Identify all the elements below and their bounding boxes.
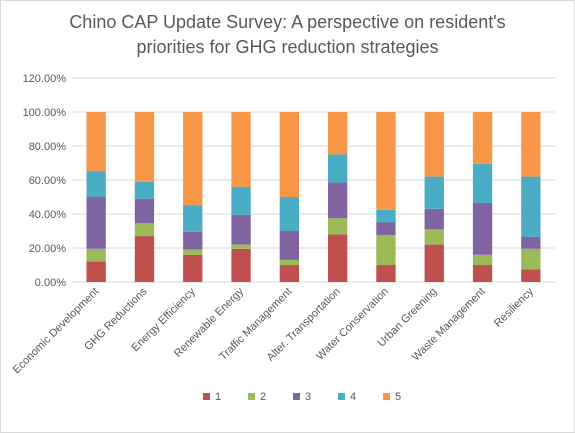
bar-segment-series-2 bbox=[424, 229, 444, 245]
bar-segment-series-3 bbox=[134, 198, 155, 224]
bar-segment-series-5 bbox=[279, 112, 300, 197]
y-tick-label: 40.00% bbox=[29, 209, 67, 221]
bar-segment-series-4 bbox=[424, 176, 444, 209]
bar-segment-series-4 bbox=[279, 197, 300, 231]
bars bbox=[86, 112, 541, 282]
bar-segment-series-4 bbox=[521, 176, 541, 237]
bar-segment-series-2 bbox=[86, 248, 106, 262]
y-tick-label: 100.00% bbox=[23, 107, 67, 119]
bar-segment-series-1 bbox=[376, 265, 396, 282]
x-tick-label: Economic Development bbox=[11, 286, 102, 377]
x-tick-label: Resiliency bbox=[492, 285, 536, 329]
legend-label-3: 3 bbox=[305, 391, 311, 403]
y-tick-label: 0.00% bbox=[35, 277, 66, 289]
y-tick-label: 20.00% bbox=[29, 243, 67, 255]
bar-segment-series-4 bbox=[472, 163, 493, 203]
y-tick-label: 120.00% bbox=[23, 73, 67, 85]
y-tick-label: 60.00% bbox=[29, 175, 67, 187]
legend-label-5: 5 bbox=[395, 391, 401, 403]
legend-label-2: 2 bbox=[260, 391, 266, 403]
bar-segment-series-3 bbox=[86, 197, 106, 249]
bar-segment-series-2 bbox=[279, 259, 300, 265]
bar-segment-series-4 bbox=[183, 205, 203, 232]
bar-segment-series-2 bbox=[231, 244, 251, 249]
bar-segment-series-3 bbox=[327, 182, 348, 219]
bar-segment-series-1 bbox=[472, 265, 493, 282]
bar-segment-series-5 bbox=[521, 112, 541, 177]
bar-segment-series-1 bbox=[279, 265, 300, 282]
legend-label-1: 1 bbox=[215, 391, 221, 403]
bar-segment-series-2 bbox=[183, 249, 203, 255]
bar-segment-series-2 bbox=[521, 248, 541, 270]
bar-segment-series-1 bbox=[86, 261, 106, 282]
bar-segment-series-4 bbox=[86, 171, 106, 197]
bar-segment-series-4 bbox=[231, 186, 251, 215]
bar-segment-series-2 bbox=[376, 235, 396, 265]
chart-title-line-1: Chino CAP Update Survey: A perspective o… bbox=[69, 12, 506, 32]
bar-segment-series-1 bbox=[424, 244, 444, 282]
bar-segment-series-4 bbox=[134, 181, 155, 199]
chart-title-line-2: priorities for GHG reduction strategies bbox=[136, 37, 439, 57]
y-axis-tick-labels: 0.00% 20.00% 40.00% 60.00% 80.00% 100.00% 120.… bbox=[23, 73, 67, 289]
bar-segment-series-5 bbox=[424, 112, 444, 177]
bar-segment-series-5 bbox=[376, 112, 396, 210]
bar-segment-series-3 bbox=[183, 231, 203, 250]
bar-segment-series-1 bbox=[327, 234, 348, 282]
bar-segment-series-3 bbox=[231, 214, 251, 245]
bar-segment-series-1 bbox=[134, 236, 155, 282]
bar-segment-series-3 bbox=[424, 208, 444, 230]
bar-segment-series-5 bbox=[472, 112, 493, 164]
bar-segment-series-2 bbox=[134, 223, 155, 237]
chart-title: Chino CAP Update Survey: A perspective o… bbox=[0, 10, 575, 60]
bar-segment-series-5 bbox=[86, 112, 106, 172]
bar-segment-series-2 bbox=[327, 218, 348, 235]
bar-segment-series-3 bbox=[279, 231, 300, 260]
legend-swatch-5 bbox=[383, 393, 390, 400]
legend-swatch-2 bbox=[248, 393, 255, 400]
legend-swatch-3 bbox=[293, 393, 300, 400]
bar-segment-series-5 bbox=[327, 112, 348, 155]
legend-label-4: 4 bbox=[350, 391, 356, 403]
bar-segment-series-4 bbox=[327, 154, 348, 183]
y-tick-label: 80.00% bbox=[29, 141, 67, 153]
bar-segment-series-2 bbox=[472, 254, 493, 265]
bar-segment-series-1 bbox=[521, 269, 541, 282]
bar-segment-series-4 bbox=[376, 209, 396, 223]
bar-segment-series-3 bbox=[521, 236, 541, 249]
bar-segment-series-3 bbox=[376, 222, 396, 236]
bar-segment-series-1 bbox=[231, 248, 251, 282]
bar-segment-series-1 bbox=[183, 254, 203, 282]
legend: 1 2 3 4 5 bbox=[203, 391, 401, 403]
legend-swatch-4 bbox=[338, 393, 345, 400]
bar-segment-series-3 bbox=[472, 202, 493, 255]
bar-segment-series-5 bbox=[231, 112, 251, 187]
bar-segment-series-5 bbox=[134, 112, 155, 182]
bar-segment-series-5 bbox=[183, 112, 203, 206]
legend-swatch-1 bbox=[203, 393, 210, 400]
